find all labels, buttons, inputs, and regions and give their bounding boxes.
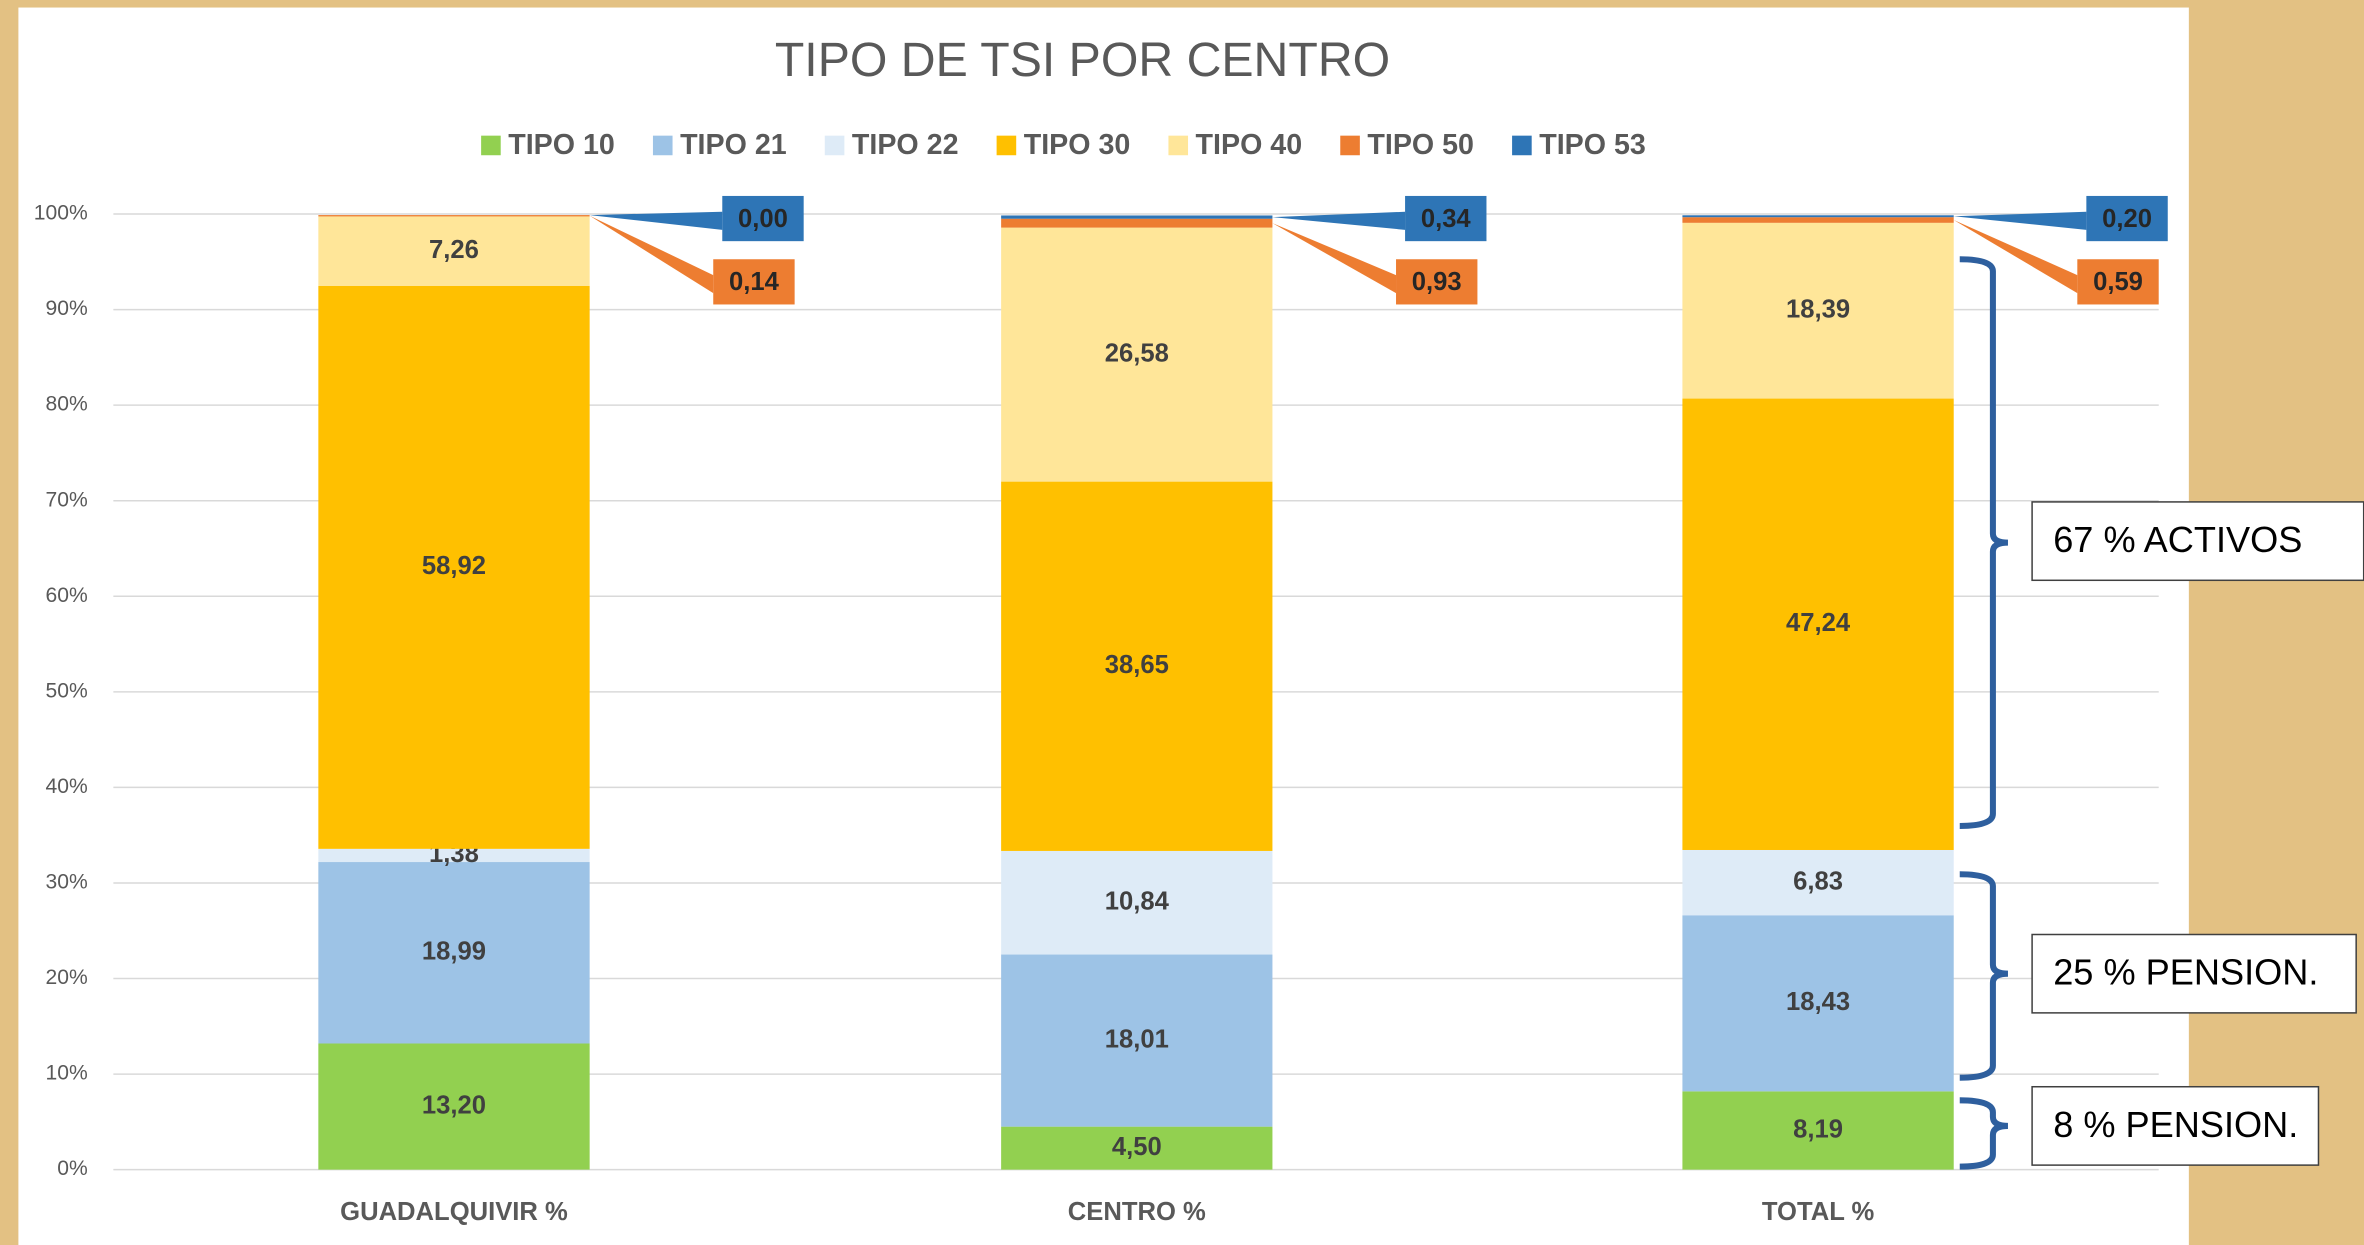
bar-segment — [318, 216, 590, 286]
data-label: 0,14 — [729, 268, 780, 296]
annotation: 67 % ACTIVOS — [2053, 519, 2302, 560]
annotation-box — [2031, 1085, 2320, 1166]
legend: TIPO 10 TIPO 21 TIPO 22 TIPO 30 TIPO 40 TIPO … — [481, 129, 1646, 161]
data-label: 0,00 — [738, 205, 788, 233]
callout-pointer — [589, 211, 723, 230]
data-label: 38,65 — [1105, 651, 1169, 679]
legend-label: TIPO 21 — [680, 129, 787, 161]
data-label: 8,19 — [1793, 1115, 1843, 1143]
bar-segment — [1001, 850, 1273, 955]
annotation-box — [2031, 501, 2364, 582]
bar-segment — [1001, 954, 1273, 1127]
y-tick-label: 30% — [46, 871, 88, 894]
bar-segment — [1682, 398, 1954, 850]
annotation-box — [2031, 933, 2357, 1014]
data-label: 18,43 — [1786, 988, 1850, 1016]
y-tick-label: 60% — [46, 584, 88, 607]
callout-box — [2077, 259, 2159, 305]
bar-segment — [318, 285, 590, 849]
legend-swatch — [652, 135, 673, 156]
bar-segment — [1682, 915, 1954, 1092]
data-label: 10,84 — [1105, 888, 1170, 916]
callout-pointer — [1272, 211, 1406, 230]
legend-swatch — [996, 135, 1017, 156]
y-tick-label: 80% — [46, 393, 88, 416]
y-tick-label: 50% — [46, 679, 88, 702]
bracket — [1959, 871, 2009, 1081]
chart-title: TIPO DE TSI POR CENTRO — [775, 33, 1390, 87]
data-label: 26,58 — [1105, 339, 1169, 367]
bar-segment — [1682, 222, 1954, 399]
bar-segment — [1682, 1091, 1954, 1170]
legend-label: TIPO 30 — [1024, 129, 1131, 161]
data-label: 0,93 — [1412, 268, 1462, 296]
legend-label: TIPO 40 — [1196, 129, 1303, 161]
data-label: 0,59 — [2093, 268, 2143, 296]
callout-box — [1405, 195, 1487, 242]
legend-swatch — [1340, 135, 1360, 156]
y-tick-label: 20% — [46, 966, 88, 989]
callout-box — [2086, 195, 2168, 242]
data-label: 47,24 — [1786, 609, 1851, 637]
bar-segment — [1001, 215, 1273, 219]
y-tick-label: 70% — [46, 488, 88, 511]
legend-swatch — [1512, 135, 1532, 156]
annotation: 8 % PENSION. — [2053, 1104, 2298, 1145]
data-label: 0,20 — [2102, 205, 2152, 233]
bar-segment — [318, 215, 590, 217]
legend-label: TIPO 53 — [1539, 129, 1646, 161]
data-label: 4,50 — [1112, 1133, 1162, 1161]
bar-segment — [318, 1043, 590, 1170]
bar-segment — [1001, 227, 1273, 482]
data-label: 18,99 — [422, 938, 486, 966]
legend-label: TIPO 10 — [508, 129, 615, 161]
bar-segment — [1682, 217, 1954, 223]
bar-segment — [318, 848, 590, 863]
callout-box — [1396, 259, 1478, 305]
legend-label: TIPO 22 — [852, 129, 959, 161]
y-tick-label: 0% — [57, 1157, 88, 1180]
legend-label: TIPO 50 — [1367, 129, 1474, 161]
bar-segment — [1682, 215, 1954, 218]
bar-segment — [1001, 218, 1273, 228]
x-tick-label: TOTAL % — [1762, 1198, 1875, 1226]
callout-pointer — [1953, 211, 2087, 230]
legend-swatch — [1168, 135, 1189, 156]
data-label: 6,83 — [1793, 867, 1843, 895]
bar-segment — [1682, 849, 1954, 916]
callout-pointer — [589, 215, 714, 294]
y-tick-label: 100% — [34, 202, 88, 225]
legend-swatch — [481, 135, 501, 156]
y-tick-label: 90% — [46, 297, 88, 320]
bar-segment — [1001, 481, 1273, 851]
y-tick-label: 10% — [46, 1062, 88, 1085]
data-label: 18,39 — [1786, 295, 1850, 323]
y-tick-label: 40% — [46, 775, 88, 798]
data-label: 18,01 — [1105, 1025, 1169, 1053]
bracket — [1959, 1097, 2009, 1170]
legend-swatch — [824, 135, 845, 156]
bar-segment — [318, 862, 590, 1044]
callout-box — [713, 259, 795, 305]
bar-segment — [1001, 1126, 1273, 1170]
x-tick-label: CENTRO % — [1068, 1198, 1206, 1226]
data-label: 7,26 — [429, 236, 479, 264]
callout-box — [722, 195, 804, 242]
bracket — [1959, 256, 2009, 829]
data-label: 58,92 — [422, 552, 486, 580]
data-label: 0,34 — [1421, 205, 1472, 233]
x-tick-label: GUADALQUIVIR % — [340, 1198, 568, 1226]
data-label: 13,20 — [422, 1091, 486, 1119]
annotation: 25 % PENSION. — [2053, 952, 2318, 993]
